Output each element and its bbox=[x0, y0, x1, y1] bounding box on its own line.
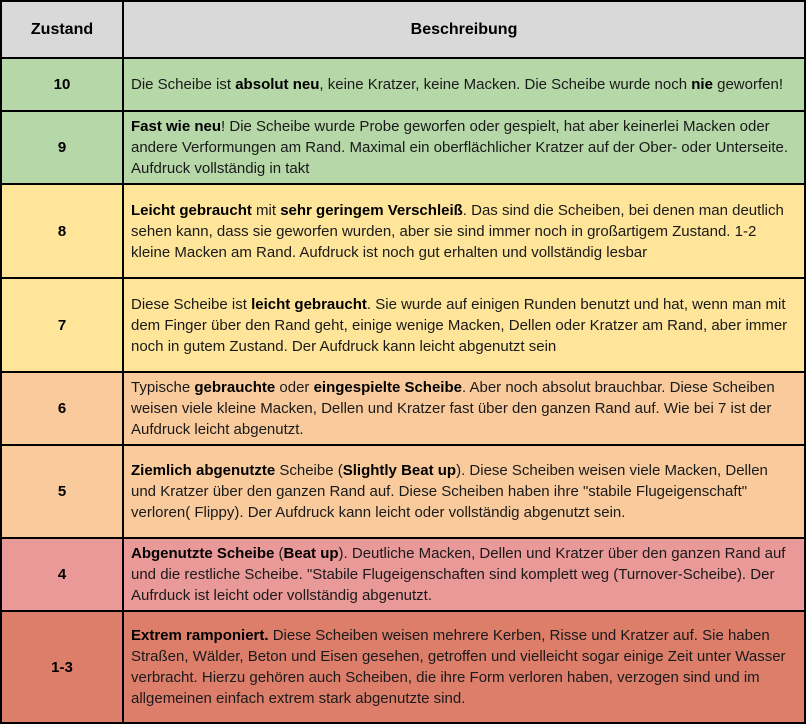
description-bold-text: Fast wie neu bbox=[131, 118, 222, 135]
description-text: Diese Scheiben weisen mehrere Kerben, Ri… bbox=[131, 627, 786, 707]
condition-cell: 9 bbox=[0, 110, 124, 185]
description-bold-text: Beat up bbox=[283, 545, 339, 562]
table-row: 6 Typische gebrauchte oder eingespielte S… bbox=[0, 371, 806, 446]
description-cell: Die Scheibe ist absolut neu, keine Kratz… bbox=[122, 57, 806, 112]
table-row: 8 Leicht gebraucht mit sehr geringem Vers… bbox=[0, 183, 806, 279]
condition-cell: 1-3 bbox=[0, 610, 124, 724]
description-cell: Extrem ramponiert. Diese Scheiben weisen… bbox=[122, 610, 806, 724]
description-cell: Abgenutzte Scheibe (Beat up). Deutliche … bbox=[122, 537, 806, 612]
table-row: 9 Fast wie neu! Die Scheibe wurde Probe g… bbox=[0, 110, 806, 185]
description-text: . Das sind die Scheiben, bei denen man d… bbox=[131, 201, 784, 261]
condition-cell: 6 bbox=[0, 371, 124, 446]
description-bold-text: absolut neu bbox=[235, 76, 320, 93]
description-bold-text: Leicht gebraucht bbox=[131, 201, 252, 219]
description-text: . Aber noch absolut brauchbar. Diese Sch… bbox=[131, 379, 775, 438]
description-text: mit bbox=[251, 201, 281, 219]
description-text: geworfen! bbox=[712, 76, 783, 93]
description-bold-text: Extrem ramponiert. bbox=[131, 627, 269, 644]
description-text: , keine Kratzer, keine Macken. Die Schei… bbox=[319, 76, 692, 93]
description-cell: Diese Scheibe ist leicht gebraucht. Sie … bbox=[122, 277, 806, 373]
column-header-beschreibung: Beschreibung bbox=[122, 0, 806, 59]
description-text: . Sie wurde auf einigen Runden benutzt u… bbox=[131, 295, 788, 355]
condition-cell: 8 bbox=[0, 183, 124, 279]
description-text: oder bbox=[275, 379, 314, 396]
description-bold-text: sehr geringem Verschleiß bbox=[280, 201, 463, 219]
table-row: 10 Die Scheibe ist absolut neu, keine Kra… bbox=[0, 57, 806, 112]
description-bold-text: leicht gebraucht bbox=[251, 295, 367, 313]
description-bold-text: Ziemlich abgenutzte bbox=[131, 462, 276, 479]
description-bold-text: Slightly Beat up bbox=[342, 462, 457, 479]
condition-cell: 5 bbox=[0, 444, 124, 539]
description-text: ( bbox=[274, 545, 284, 562]
description-cell: Ziemlich abgenutzte Scheibe (Slightly Be… bbox=[122, 444, 806, 539]
description-bold-text: nie bbox=[691, 76, 713, 93]
condition-cell: 10 bbox=[0, 57, 124, 112]
table-row: 4 Abgenutzte Scheibe (Beat up). Deutliche… bbox=[0, 537, 806, 612]
description-text: Diese Scheibe ist bbox=[131, 295, 252, 313]
description-text: ). Deutliche Macken, Dellen und Kratzer … bbox=[131, 545, 786, 604]
table-row: 7 Diese Scheibe ist leicht gebraucht. Sie… bbox=[0, 277, 806, 373]
column-header-zustand: Zustand bbox=[0, 0, 124, 59]
description-cell: Leicht gebraucht mit sehr geringem Versc… bbox=[122, 183, 806, 279]
condition-cell: 4 bbox=[0, 537, 124, 612]
description-bold-text: Abgenutzte Scheibe bbox=[131, 545, 275, 562]
description-text: ). Diese Scheiben weisen viele Macken, D… bbox=[131, 462, 768, 521]
description-text: Die Scheibe ist bbox=[131, 76, 236, 93]
description-bold-text: gebrauchte bbox=[194, 379, 276, 396]
header-row: Zustand Beschreibung bbox=[0, 0, 806, 59]
description-text: Scheibe ( bbox=[275, 462, 343, 479]
description-cell: Fast wie neu! Die Scheibe wurde Probe ge… bbox=[122, 110, 806, 185]
description-text: Typische bbox=[131, 379, 195, 396]
description-bold-text: eingespielte Scheibe bbox=[313, 379, 462, 396]
condition-cell: 7 bbox=[0, 277, 124, 373]
table-row: 5 Ziemlich abgenutzte Scheibe (Slightly B… bbox=[0, 444, 806, 539]
description-text: ! Die Scheibe wurde Probe geworfen oder … bbox=[131, 118, 788, 177]
description-cell: Typische gebrauchte oder eingespielte Sc… bbox=[122, 371, 806, 446]
table-row: 1-3 Extrem ramponiert. Diese Scheiben wei… bbox=[0, 610, 806, 724]
